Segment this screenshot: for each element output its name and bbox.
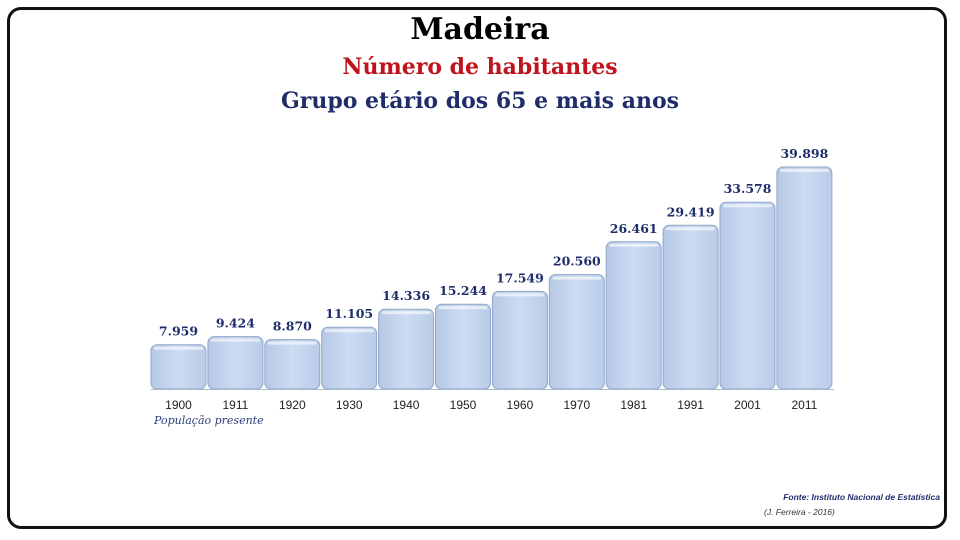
bar-1911 — [207, 336, 264, 390]
chart-subtitle-age-group: Grupo etário dos 65 e mais anos — [280, 88, 680, 114]
x-tick-label: 1900 — [165, 398, 192, 412]
chart-subtitle: Número de habitantes — [342, 54, 618, 80]
x-tick-label: 2001 — [734, 398, 761, 412]
bar-1930 — [321, 326, 378, 390]
bar-1981 — [605, 241, 662, 390]
bar-highlight — [779, 169, 829, 172]
x-tick-label: 1960 — [507, 398, 534, 412]
author-credit: (J. Ferreira - 2016) — [764, 507, 835, 517]
value-label: 15.244 — [439, 283, 487, 298]
bar-1920 — [264, 339, 321, 390]
bar-highlight — [267, 341, 317, 345]
value-label: 26.461 — [610, 221, 658, 236]
value-label: 20.560 — [553, 254, 601, 269]
bar-highlight — [324, 329, 374, 333]
chart-title: Madeira — [410, 12, 550, 47]
x-tick-label: 1981 — [620, 398, 647, 412]
bar-1991 — [662, 224, 719, 390]
x-tick-label: 1991 — [677, 398, 704, 412]
bar-highlight — [666, 227, 716, 231]
bar-highlight — [210, 338, 260, 342]
bar-1970 — [548, 274, 605, 390]
population-note: População presente — [154, 414, 264, 427]
x-tick-label: 1970 — [563, 398, 590, 412]
bar-highlight — [495, 293, 545, 297]
bar-highlight — [381, 311, 431, 315]
value-label: 29.419 — [667, 204, 715, 219]
bar-highlight — [438, 306, 488, 310]
bar-highlight — [552, 276, 602, 280]
bar-2001 — [719, 201, 776, 390]
bar-1950 — [435, 303, 491, 390]
value-label: 11.105 — [325, 306, 373, 321]
bar-highlight — [609, 243, 659, 247]
value-label: 9.424 — [216, 316, 255, 331]
x-tick-label: 1940 — [393, 398, 420, 412]
value-label: 14.336 — [382, 288, 430, 303]
bar-highlight — [154, 346, 203, 350]
source-credit: Fonte: Instituto Nacional de Estatística — [783, 492, 940, 502]
bar-2011 — [776, 166, 833, 390]
value-label: 7.959 — [159, 324, 198, 339]
x-tick-label: 1911 — [222, 398, 248, 412]
value-label: 17.549 — [496, 270, 544, 285]
x-tick-label: 1950 — [450, 398, 477, 412]
bar-highlight — [723, 204, 772, 208]
x-tick-label: 2011 — [791, 398, 817, 412]
value-label: 8.870 — [273, 319, 312, 334]
bar-1900 — [150, 344, 207, 390]
bar-1940 — [378, 308, 435, 390]
bar-group: 7.959 1900 9.424 1911 8.870 1920 11.105 1930 14.… — [150, 146, 834, 412]
bar-1960 — [491, 290, 548, 390]
x-tick-label: 1920 — [279, 398, 306, 412]
value-label: 39.898 — [780, 146, 828, 161]
value-label: 33.578 — [724, 181, 772, 196]
x-tick-label: 1930 — [336, 398, 363, 412]
